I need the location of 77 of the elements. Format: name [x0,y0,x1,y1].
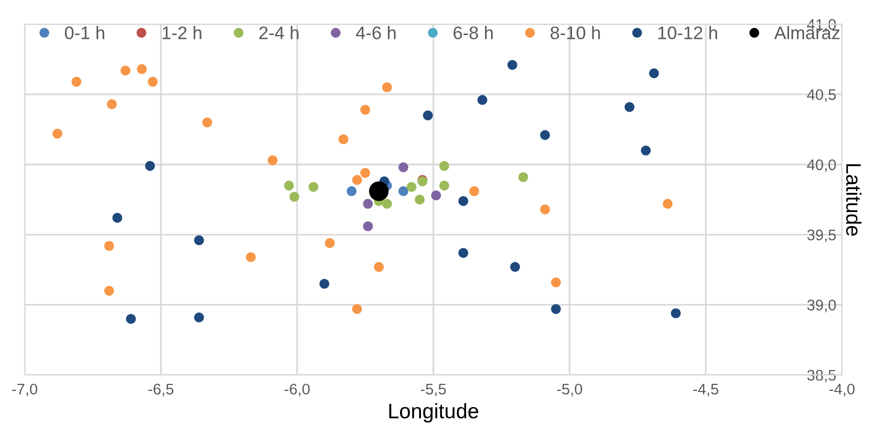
point [72,76,82,87]
x-tick-label: -4,0 [830,384,855,396]
y-tick-label: 39,5 [807,230,836,242]
legend-label: 1-2 h [162,26,202,40]
x-tick-label: -6,0 [284,384,310,396]
point [360,104,370,115]
legend-label: 0-1 h [64,26,104,40]
y-tick-label: 39,0 [807,300,836,312]
point [439,161,450,171]
point [346,186,357,196]
y-tick-label: 40,5 [807,89,836,102]
x-tick-label: -6,5 [148,384,174,396]
point [52,128,62,139]
point [194,235,204,246]
x-tick-label: -4,5 [693,384,718,396]
point [352,304,362,314]
point [518,172,528,182]
point [246,252,256,262]
point [649,68,659,78]
point [624,102,634,112]
point [338,134,348,144]
point [360,168,370,178]
legend-label: 4-6 h [356,26,396,40]
point [414,194,425,204]
point [363,221,373,232]
point [458,248,468,258]
point [398,162,408,172]
point [422,110,433,120]
point [662,198,673,209]
point [477,95,488,105]
legend-label: 10-12 h [658,26,718,40]
point [136,64,147,74]
point [148,76,158,87]
point [382,82,392,92]
x-tick-label: -7,0 [12,384,38,396]
legend-label: 8-10 h [550,26,600,40]
point [540,204,550,214]
point [406,182,416,192]
x-tick-label: -5,5 [420,384,446,396]
point [398,186,408,196]
point [126,314,136,324]
point [374,262,384,272]
point [382,198,392,209]
point [431,190,441,200]
point [194,312,204,322]
point [551,277,561,288]
x-tick-label: -5,0 [557,384,582,396]
point [289,192,300,202]
point [145,161,155,171]
point [120,66,130,76]
point [439,180,450,190]
legend-label: 6-8 h [454,26,493,40]
point [507,60,518,70]
point [510,262,520,272]
point [284,180,294,190]
point [324,238,335,248]
point [104,240,114,251]
point [319,278,330,289]
point [202,118,212,128]
point [308,182,318,192]
point [104,286,114,296]
point [469,186,480,196]
point [352,175,362,185]
point [670,308,681,318]
point [106,99,117,110]
point [458,196,468,206]
point [268,155,278,166]
point [369,181,389,201]
point [551,304,561,314]
point [540,130,550,140]
legend-label: 2-4 h [259,26,298,40]
x-axis-title: Longitude [389,403,478,423]
point [363,198,373,209]
y-tick-label: 40,0 [807,159,836,172]
point [112,212,122,223]
point [640,146,651,156]
y-axis-title: Latitude [846,164,862,236]
